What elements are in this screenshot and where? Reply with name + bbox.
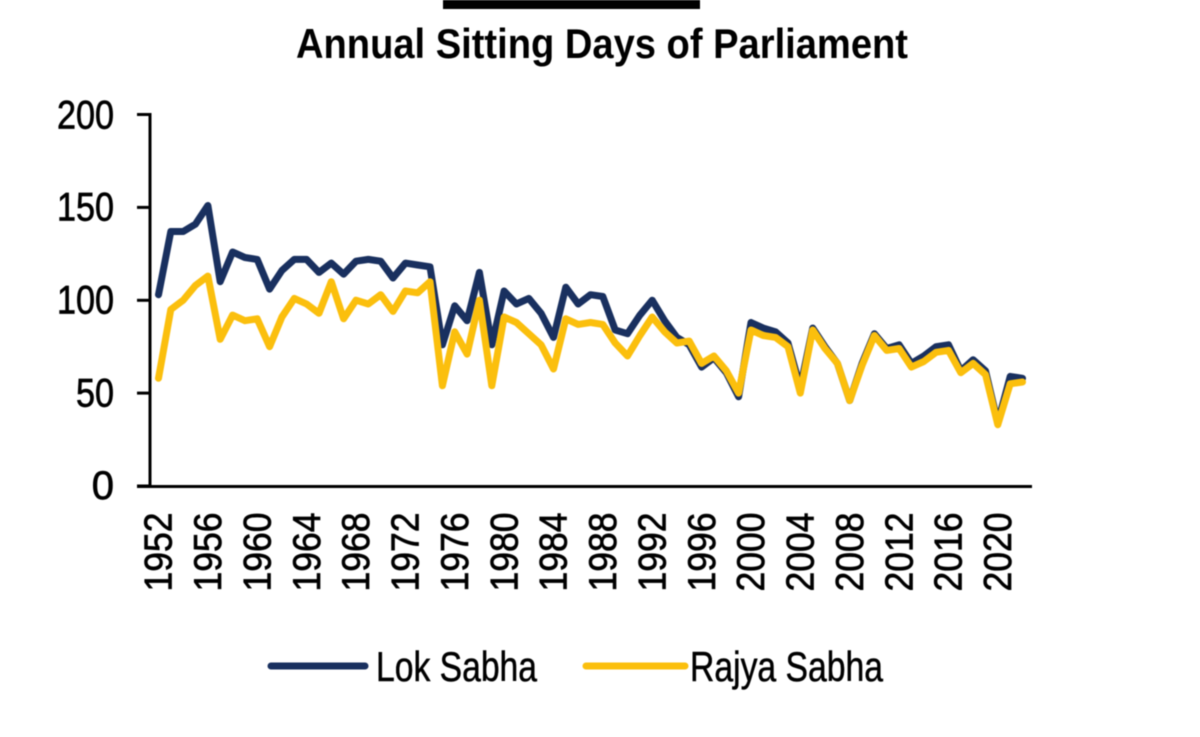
svg-text:0: 0 bbox=[92, 464, 114, 508]
svg-text:Lok Sabha: Lok Sabha bbox=[376, 643, 538, 690]
svg-text:Annual Sitting Days of Parliam: Annual Sitting Days of Parliament bbox=[296, 20, 908, 67]
svg-text:Rajya Sabha: Rajya Sabha bbox=[690, 643, 884, 690]
svg-text:1992: 1992 bbox=[631, 513, 674, 592]
svg-text:2020: 2020 bbox=[977, 513, 1020, 592]
svg-text:1956: 1956 bbox=[187, 513, 230, 592]
svg-text:2000: 2000 bbox=[730, 513, 773, 592]
svg-text:2004: 2004 bbox=[780, 513, 823, 592]
svg-text:2008: 2008 bbox=[829, 513, 872, 592]
svg-text:100: 100 bbox=[57, 279, 114, 323]
svg-text:1996: 1996 bbox=[681, 513, 724, 592]
svg-text:150: 150 bbox=[57, 186, 114, 230]
svg-text:1960: 1960 bbox=[236, 513, 279, 592]
svg-text:1952: 1952 bbox=[138, 513, 181, 592]
svg-text:1988: 1988 bbox=[582, 513, 625, 592]
svg-text:50: 50 bbox=[76, 371, 114, 415]
svg-text:2016: 2016 bbox=[928, 513, 971, 592]
svg-text:1968: 1968 bbox=[335, 513, 378, 592]
svg-text:200: 200 bbox=[57, 93, 114, 137]
svg-text:2012: 2012 bbox=[878, 513, 921, 592]
svg-text:1984: 1984 bbox=[533, 513, 576, 592]
svg-text:1976: 1976 bbox=[434, 513, 477, 592]
svg-text:1980: 1980 bbox=[483, 513, 526, 592]
svg-text:1972: 1972 bbox=[385, 513, 428, 592]
svg-text:1964: 1964 bbox=[286, 513, 329, 592]
